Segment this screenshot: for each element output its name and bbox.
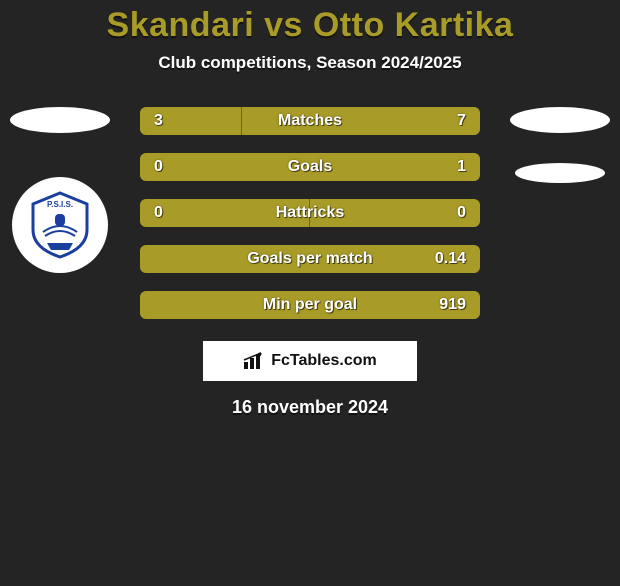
stat-label: Matches bbox=[200, 112, 420, 130]
stat-row: 0Hattricks0 bbox=[140, 199, 480, 227]
stat-label: Goals per match bbox=[200, 250, 420, 268]
stat-left-value: 0 bbox=[140, 204, 200, 222]
subtitle: Club competitions, Season 2024/2025 bbox=[0, 53, 620, 73]
comparison-panel: P.S.I.S. 3Matches70Goals10Hattricks0Goal… bbox=[0, 107, 620, 418]
stat-row: 3Matches7 bbox=[140, 107, 480, 135]
source-text: FcTables.com bbox=[271, 352, 377, 370]
stat-right-value: 1 bbox=[420, 158, 480, 176]
svg-text:P.S.I.S.: P.S.I.S. bbox=[47, 200, 73, 209]
stat-right-value: 919 bbox=[420, 296, 480, 314]
stat-right-value: 7 bbox=[420, 112, 480, 130]
player-right-name-badge bbox=[510, 107, 610, 133]
stat-right-value: 0 bbox=[420, 204, 480, 222]
source-attribution: FcTables.com bbox=[203, 341, 417, 381]
player-left-name-badge bbox=[10, 107, 110, 133]
stat-row: 0Goals1 bbox=[140, 153, 480, 181]
player-left-club-crest: P.S.I.S. bbox=[12, 177, 108, 273]
stat-label: Hattricks bbox=[200, 204, 420, 222]
page-title: Skandari vs Otto Kartika bbox=[0, 6, 620, 45]
stat-left-value: 0 bbox=[140, 158, 200, 176]
stat-row: Goals per match0.14 bbox=[140, 245, 480, 273]
stat-bars: 3Matches70Goals10Hattricks0Goals per mat… bbox=[140, 107, 480, 319]
stat-left-value: 3 bbox=[140, 112, 200, 130]
player-right-club-badge bbox=[515, 163, 605, 183]
snapshot-date: 16 november 2024 bbox=[0, 397, 620, 418]
player-left-column: P.S.I.S. bbox=[10, 107, 110, 273]
stat-label: Min per goal bbox=[200, 296, 420, 314]
player-right-column bbox=[510, 107, 610, 183]
stat-right-value: 0.14 bbox=[420, 250, 480, 268]
stat-row: Min per goal919 bbox=[140, 291, 480, 319]
bars-icon bbox=[243, 352, 265, 370]
stat-label: Goals bbox=[200, 158, 420, 176]
psis-crest-icon: P.S.I.S. bbox=[25, 190, 95, 260]
